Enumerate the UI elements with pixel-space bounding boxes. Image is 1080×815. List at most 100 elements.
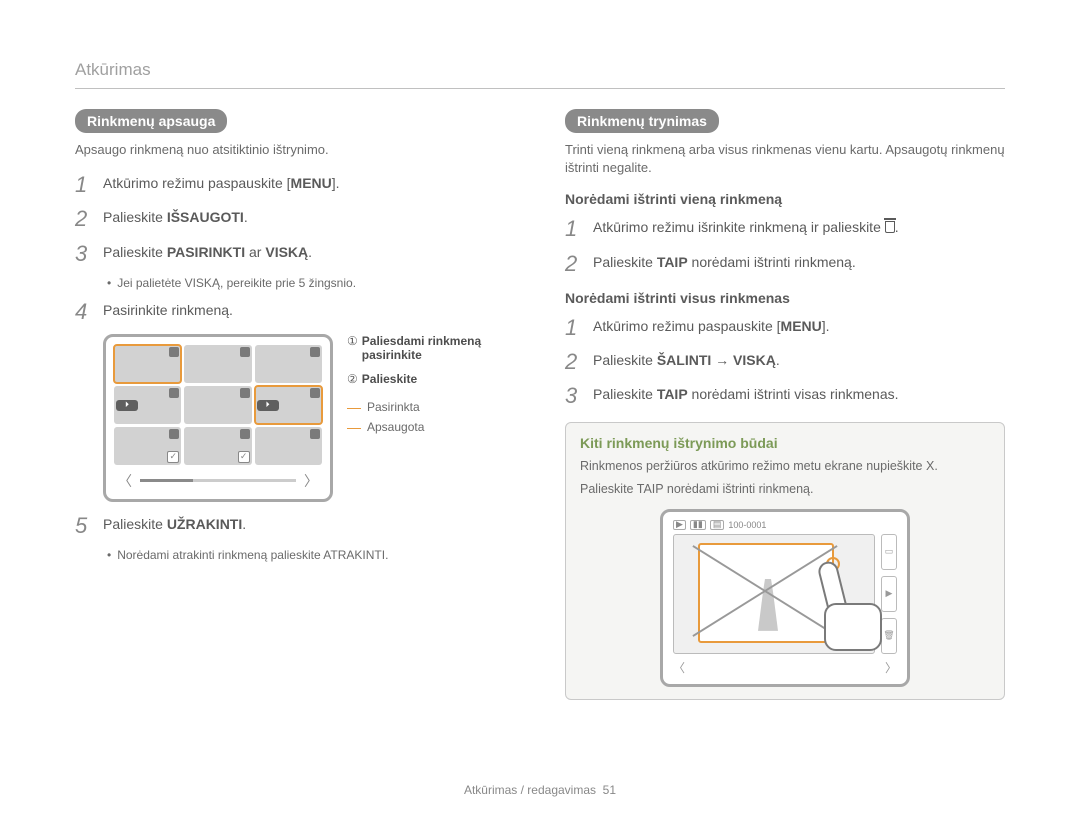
bold: UŽRAKINTI	[167, 516, 242, 532]
note-title: Kiti rinkmenų ištrynimo būdai	[580, 435, 990, 451]
hand-icon	[796, 555, 886, 655]
thumb-cell: ⏵	[114, 386, 181, 424]
step-num: 2	[565, 252, 593, 276]
step-2: 2 Palieskite IŠSAUGOTI.	[75, 207, 515, 231]
bold: TAIP	[657, 386, 688, 402]
bold: VISKĄ	[185, 276, 220, 290]
thumb-cell	[114, 345, 181, 383]
thumbnail-grid: ⏵ ⏵ ✓ ✓	[114, 345, 322, 465]
file-counter: 100-0001	[728, 520, 766, 530]
legend: ① Paliesdami rinkmeną pasirinkite ② Pali…	[347, 334, 481, 440]
text: Palieskite	[593, 254, 657, 270]
note-text: Rinkmenos peržiūros atkūrimo režimo metu…	[580, 457, 990, 476]
gesture-view	[673, 534, 875, 654]
legend-label: Palieskite	[362, 372, 417, 386]
step-num: 3	[565, 384, 593, 408]
text: Palieskite	[593, 386, 657, 402]
text: Palieskite	[593, 352, 657, 368]
palm	[824, 603, 882, 651]
bold: MENU	[781, 318, 822, 334]
step-1: 1 Atkūrimo režimu paspauskite [MENU].	[75, 173, 515, 197]
sd-icon: ▤	[710, 520, 725, 530]
text: Atkūrimo režimu paspauskite [	[593, 318, 781, 334]
step-3: 3 Palieskite PASIRINKTI ar VISKĄ.	[75, 242, 515, 266]
cam-icon	[169, 347, 179, 357]
text: .	[385, 548, 388, 562]
text: .	[242, 516, 246, 532]
right-column: Rinkmenų trynimas Trinti vieną rinkmeną …	[565, 109, 1005, 700]
bold: TAIP	[637, 482, 664, 496]
step-num: 1	[565, 217, 593, 241]
text: Palieskite	[103, 244, 167, 260]
cam-icon	[310, 429, 320, 439]
callout-line	[347, 428, 361, 429]
prev-icon: 〈	[118, 471, 132, 491]
badge-delete: Rinkmenų trynimas	[565, 109, 719, 133]
step-num: 2	[75, 207, 103, 231]
page-title: Atkūrimas	[75, 60, 1005, 89]
step-ra3: 3 Palieskite TAIP norėdami ištrinti visa…	[565, 384, 1005, 408]
legend-label: pasirinkite	[362, 348, 422, 362]
text: ].	[332, 175, 340, 191]
step-text: Palieskite PASIRINKTI ar VISKĄ.	[103, 242, 312, 263]
footer-label: Atkūrimas / redagavimas	[464, 783, 596, 797]
text: ].	[822, 318, 830, 334]
step-r1: 1 Atkūrimo režimu išrinkite rinkmeną ir …	[565, 217, 1005, 241]
thumb-cell: ✓	[184, 427, 251, 465]
step-text: Atkūrimo režimu paspauskite [MENU].	[593, 316, 830, 337]
thumb-cell: ✓	[114, 427, 181, 465]
bold: MENU	[291, 175, 332, 191]
lock-icon: ⏵	[116, 400, 138, 411]
step-text: Palieskite TAIP norėdami ištrinti rinkme…	[593, 252, 856, 273]
bold: VISKĄ	[265, 244, 308, 260]
step-r2: 2 Palieskite TAIP norėdami ištrinti rink…	[565, 252, 1005, 276]
bold: PASIRINKTI	[167, 244, 245, 260]
text: .	[308, 244, 312, 260]
step-num: 1	[565, 316, 593, 340]
step-text: Palieskite UŽRAKINTI.	[103, 514, 246, 535]
thumbnail-figure: ⏵ ⏵ ✓ ✓ 〈 〉 ①	[103, 334, 515, 502]
bullet: Jei palietėte VISKĄ, pereikite prie 5 ži…	[107, 276, 515, 290]
note-box: Kiti rinkmenų ištrynimo būdai Rinkmenos …	[565, 422, 1005, 700]
thumb-cell	[255, 345, 322, 383]
subheading: Norėdami ištrinti visus rinkmenas	[565, 290, 1005, 306]
cam-icon	[310, 388, 320, 398]
text: ar	[245, 244, 265, 260]
text: Atkūrimo režimu paspauskite [	[103, 175, 291, 191]
bold: IŠSAUGOTI	[167, 209, 244, 225]
text: Atkūrimo režimu išrinkite rinkmeną ir pa…	[593, 219, 885, 235]
cam-icon	[240, 429, 250, 439]
text: Palieskite	[103, 209, 167, 225]
play-icon: ▶	[673, 520, 686, 530]
legend-num: ①	[347, 334, 358, 348]
text: norėdami ištrinti rinkmeną.	[688, 254, 856, 270]
gesture-pager: 〈 〉	[673, 659, 897, 676]
text: .	[895, 219, 899, 235]
check-icon: ✓	[238, 451, 250, 463]
video-icon	[310, 347, 320, 357]
bold: TAIP	[657, 254, 688, 270]
prev-icon: 〈	[673, 659, 685, 676]
text: Palieskite	[103, 516, 167, 532]
step-5: 5 Palieskite UŽRAKINTI.	[75, 514, 515, 538]
check-icon: ✓	[167, 451, 179, 463]
thumb-cell	[184, 386, 251, 424]
thumb-cell	[255, 427, 322, 465]
mic-icon	[240, 388, 250, 398]
intro-right: Trinti vieną rinkmeną arba visus rinkmen…	[565, 141, 1005, 177]
text: norėdami ištrinti visas rinkmenas.	[688, 386, 899, 402]
page-number: 51	[603, 783, 616, 797]
legend-num: ②	[347, 372, 358, 386]
thumb-cell	[184, 345, 251, 383]
callout-line	[347, 408, 361, 409]
note-text: Palieskite TAIP norėdami ištrinti rinkme…	[580, 480, 990, 499]
text: .	[244, 209, 248, 225]
scrollbar	[140, 479, 296, 482]
legend-label: Paliesdami rinkmeną	[362, 334, 481, 348]
bold: ATRAKINTI	[323, 548, 385, 562]
badge-protection: Rinkmenų apsauga	[75, 109, 227, 133]
gesture-topbar: ▶ ▮▮ ▤ 100-0001	[673, 520, 897, 530]
trash-icon	[885, 221, 895, 233]
cam-icon	[240, 347, 250, 357]
gesture-figure: ▶ ▮▮ ▤ 100-0001	[660, 509, 910, 687]
